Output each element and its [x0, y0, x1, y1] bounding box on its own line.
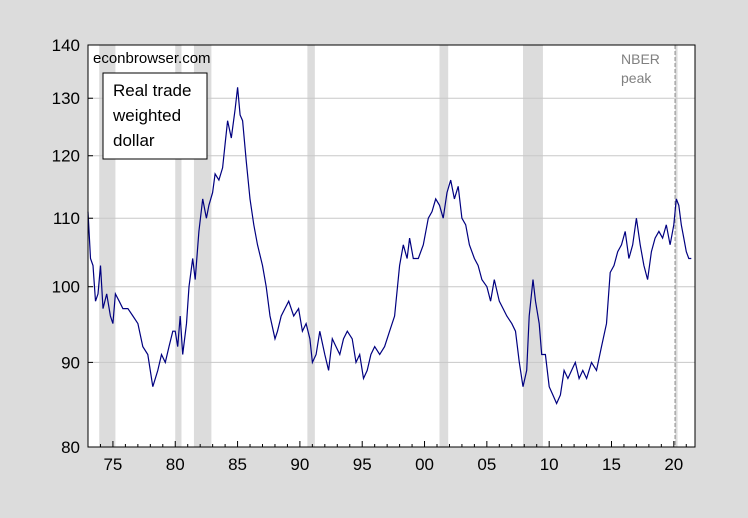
- y-tick-label-90: 90: [61, 353, 80, 372]
- x-tick-label-00: 00: [415, 455, 434, 474]
- x-tick-label-05: 05: [477, 455, 496, 474]
- x-axis: 75 80 85 90 95 00 05 10 15 20: [87, 441, 687, 474]
- recession-band-2: [175, 45, 182, 447]
- x-tick-label-95: 95: [353, 455, 372, 474]
- recession-band-4: [307, 45, 315, 447]
- x-tick-label-90: 90: [290, 455, 309, 474]
- y-tick-label-120: 120: [52, 147, 80, 166]
- x-tick-label-20: 20: [664, 455, 683, 474]
- x-tick-label-85: 85: [228, 455, 247, 474]
- y-tick-label-140: 140: [52, 36, 80, 55]
- y-tick-label-80: 80: [61, 438, 80, 457]
- x-tick-label-15: 15: [602, 455, 621, 474]
- legend-box: Real trade weighted dollar: [102, 72, 208, 160]
- x-tick-label-75: 75: [103, 455, 122, 474]
- legend-text-line-2: weighted: [112, 106, 181, 125]
- x-tick-label-80: 80: [166, 455, 185, 474]
- y-axis: 80 90 100 110 120 130 140: [52, 36, 93, 457]
- y-tick-label-110: 110: [53, 209, 80, 228]
- legend-frame: [102, 72, 208, 160]
- nber-label-line-1: NBER: [621, 51, 660, 67]
- nber-label-line-2: peak: [621, 70, 652, 86]
- x-tick-label-10: 10: [540, 455, 559, 474]
- recession-band-5: [439, 45, 449, 447]
- y-tick-label-100: 100: [52, 278, 80, 297]
- plot-area-border: [87, 44, 696, 448]
- recession-band-7: [675, 45, 678, 447]
- legend-text-line-1: Real trade: [113, 81, 191, 100]
- source-label: econbrowser.com: [93, 50, 211, 67]
- y-tick-label-130: 130: [52, 89, 80, 108]
- recession-band-6: [522, 45, 543, 447]
- series-line-real-trade-weighted-dollar: [87, 87, 692, 405]
- legend-text-line-3: dollar: [113, 131, 155, 150]
